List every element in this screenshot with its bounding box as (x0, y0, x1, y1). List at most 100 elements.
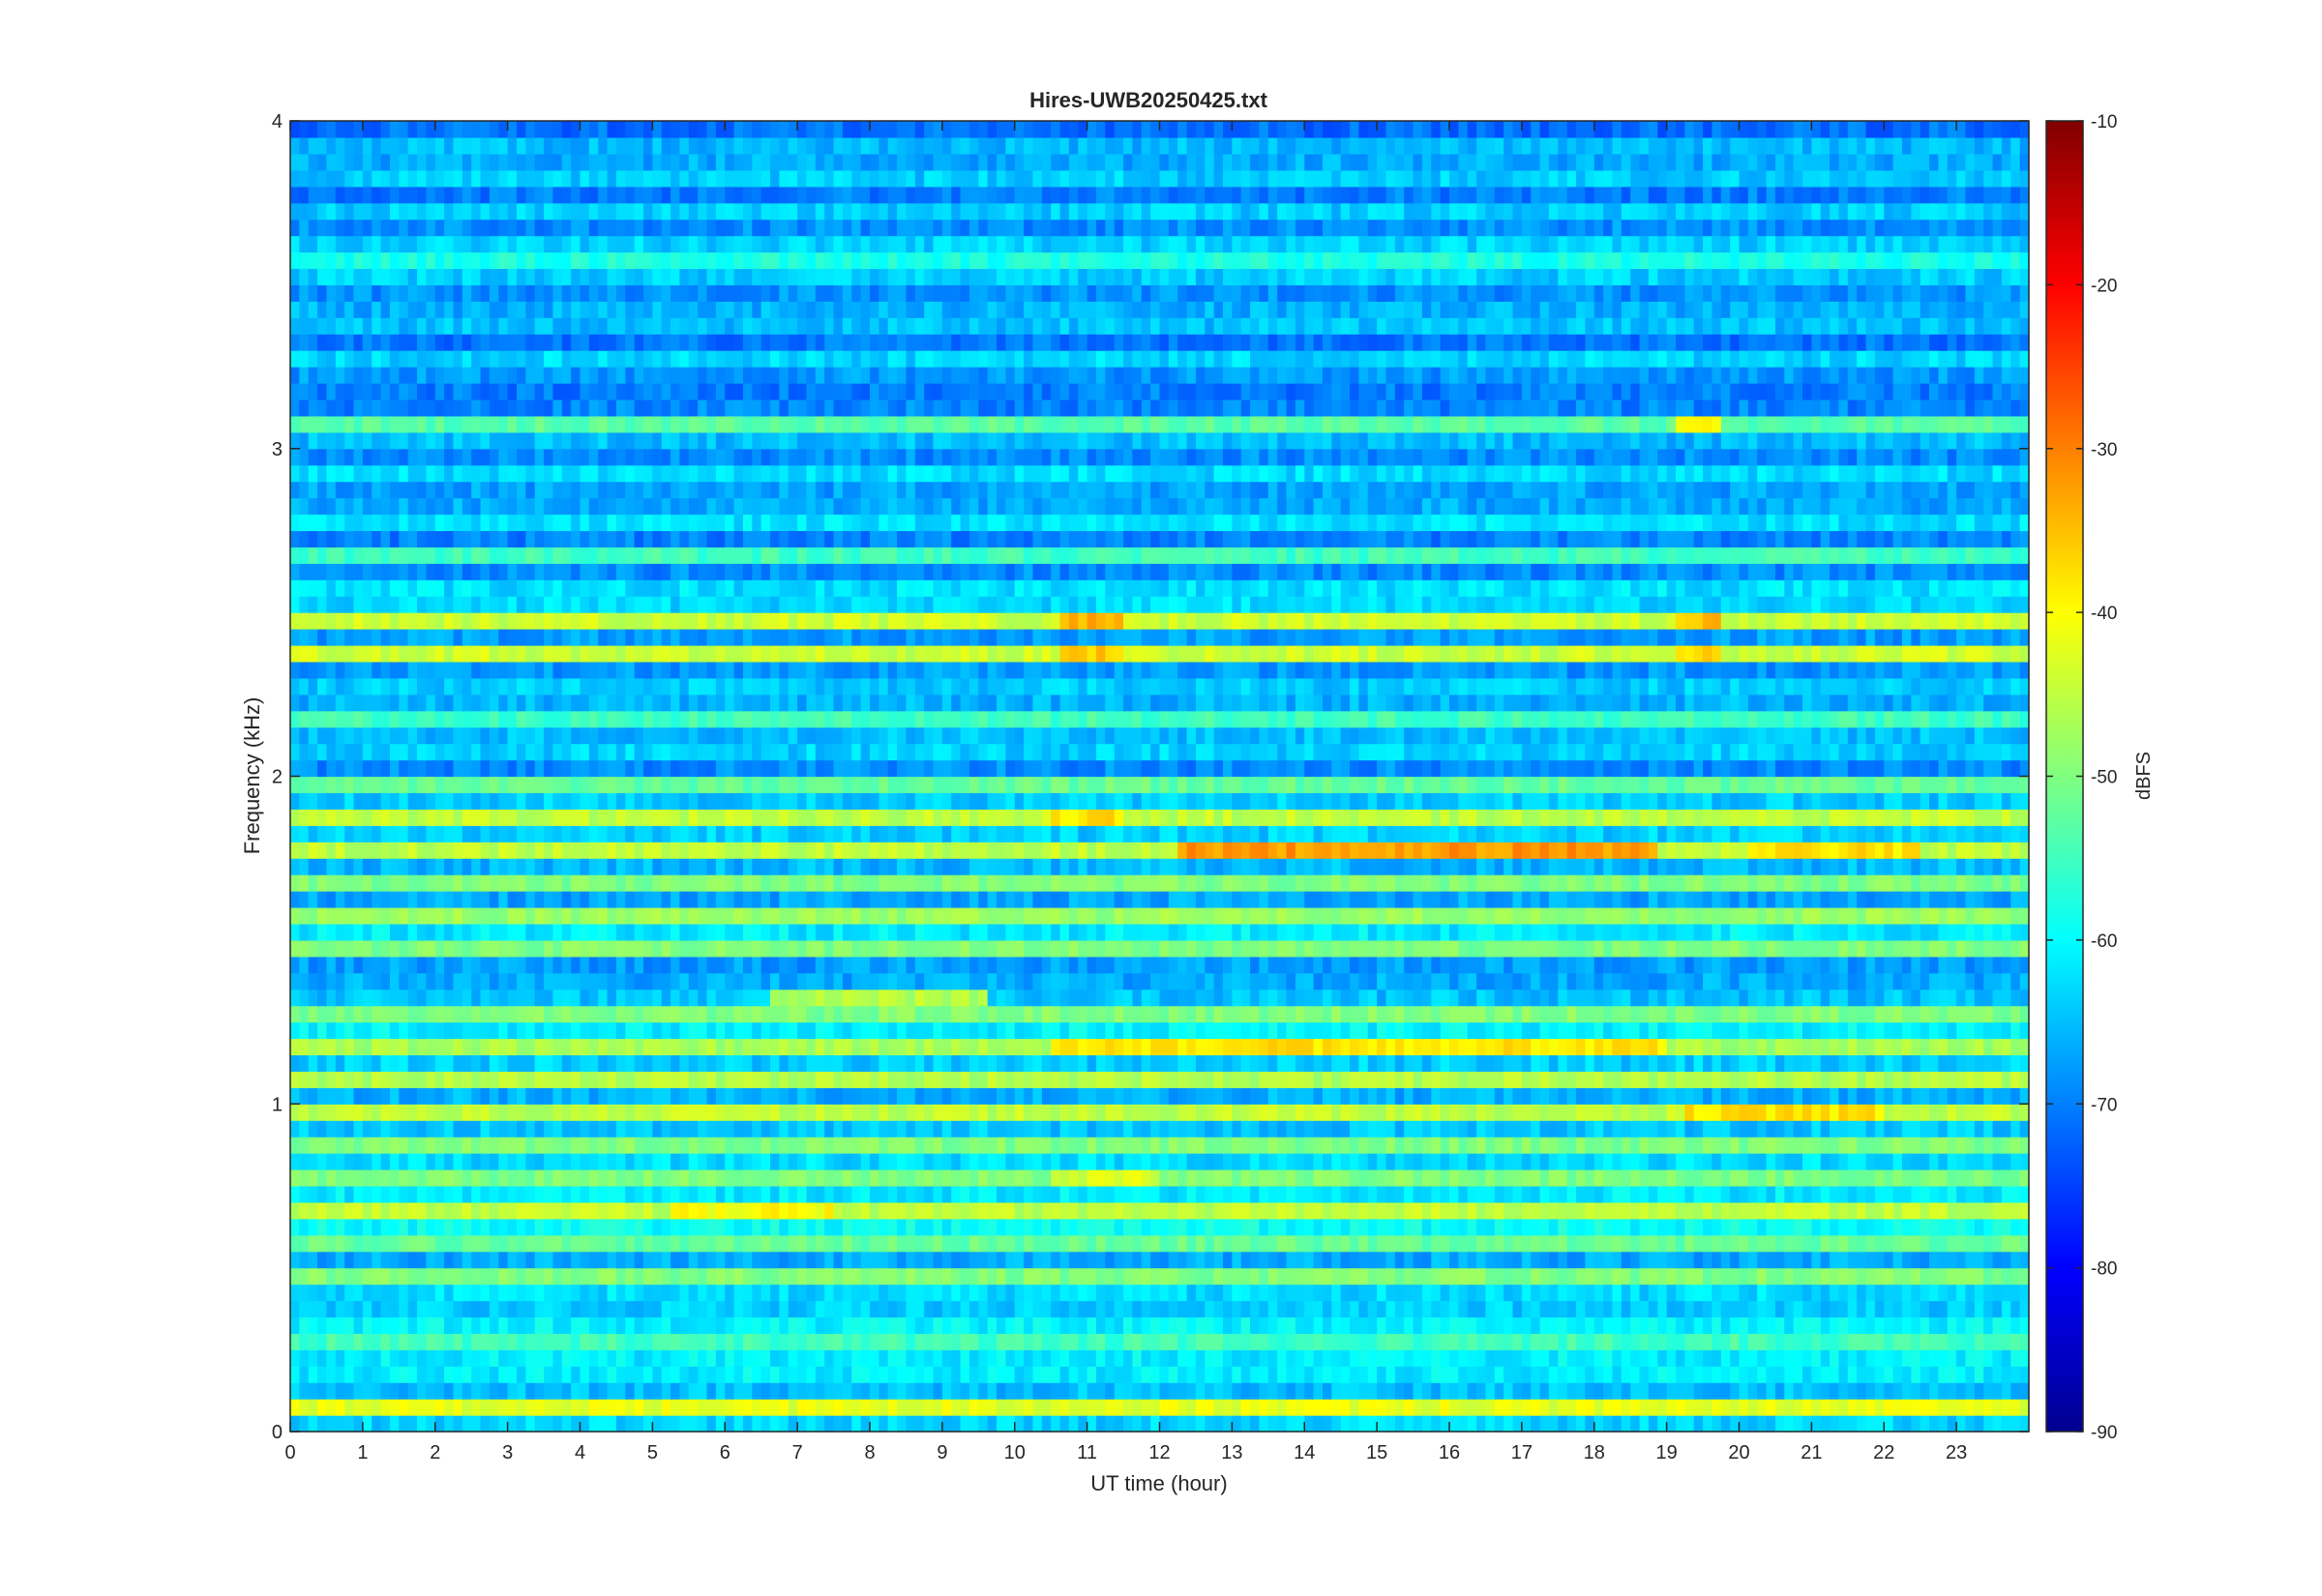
spectrogram-cell (842, 1218, 852, 1236)
spectrogram-cell (1992, 1333, 2003, 1350)
spectrogram-cell (1847, 1005, 1858, 1023)
spectrogram-cell (453, 1153, 463, 1170)
spectrogram-cell (1503, 1054, 1514, 1072)
spectrogram-cell (1965, 1300, 1976, 1318)
spectrogram-cell (362, 1153, 372, 1170)
spectrogram-cell (1105, 1005, 1116, 1023)
spectrogram-cell (1377, 1366, 1387, 1383)
spectrogram-cell (489, 1120, 499, 1138)
spectrogram-cell (1123, 1104, 1134, 1121)
spectrogram-cell (1141, 1038, 1151, 1056)
spectrogram-cell (1277, 1218, 1288, 1236)
spectrogram-cell (1730, 1185, 1741, 1203)
spectrogram-cell (1024, 1201, 1034, 1220)
spectrogram-cell (516, 1201, 526, 1220)
spectrogram-cell (1159, 1300, 1170, 1318)
spectrogram-cell (552, 1382, 563, 1400)
spectrogram-cell (1141, 1349, 1151, 1367)
spectrogram-cell (833, 1137, 844, 1154)
spectrogram-cell (1440, 1005, 1450, 1023)
spectrogram-cell (1041, 1415, 1052, 1433)
spectrogram-cell (380, 1153, 391, 1170)
spectrogram-cell (1566, 1316, 1577, 1334)
spectrogram-cell (733, 1415, 744, 1433)
spectrogram-cell (461, 1218, 472, 1236)
spectrogram-cell (344, 1137, 355, 1154)
spectrogram-cell (851, 1071, 862, 1088)
spectrogram-cell (643, 1185, 653, 1203)
spectrogram-cell (399, 1137, 409, 1154)
spectrogram-cell (552, 1087, 563, 1105)
spectrogram-cell (1087, 1169, 1097, 1187)
spectrogram-cell (353, 1038, 364, 1056)
spectrogram-cell (806, 1021, 817, 1040)
spectrogram-cell (1404, 1382, 1414, 1400)
spectrogram-cell (1621, 1087, 1631, 1105)
spectrogram-cell (1250, 1120, 1261, 1138)
spectrogram-cell (1159, 1218, 1170, 1236)
spectrogram-cell (1105, 1234, 1116, 1253)
spectrogram-cell (1295, 1137, 1305, 1154)
spectrogram-cell (1703, 1300, 1713, 1318)
spectrogram-cell (615, 1104, 626, 1121)
spectrogram-cell (2019, 1251, 2030, 1269)
spectrogram-cell (1449, 1284, 1459, 1302)
spectrogram-cell (1576, 1267, 1586, 1286)
spectrogram-cell (552, 1169, 563, 1187)
spectrogram-cell (725, 1316, 735, 1334)
spectrogram-cell (842, 1153, 852, 1170)
spectrogram-cell (670, 1005, 681, 1023)
spectrogram-cell (407, 1366, 418, 1383)
spectrogram-cell (471, 1218, 482, 1236)
spectrogram-cell (670, 1300, 681, 1318)
spectrogram-cell (906, 1267, 916, 1286)
spectrogram-cell (525, 1300, 536, 1318)
spectrogram-cell (1929, 1251, 1940, 1269)
spectrogram-cell (1830, 1185, 1840, 1203)
spectrogram-cell (625, 1218, 636, 1236)
spectrogram-cell (1431, 1300, 1442, 1318)
spectrogram-cell (1730, 1382, 1741, 1400)
spectrogram-cell (1865, 1284, 1876, 1302)
spectrogram-cell (1974, 1300, 1984, 1318)
spectrogram-cell (372, 1071, 382, 1088)
spectrogram-cell (779, 1333, 789, 1350)
spectrogram-cell (1132, 1349, 1143, 1367)
spectrogram-cell (1929, 1284, 1940, 1302)
spectrogram-cell (1177, 1382, 1188, 1400)
spectrogram-cell (1531, 1366, 1541, 1383)
spectrogram-cell (1350, 1267, 1360, 1286)
spectrogram-cell (1367, 1415, 1378, 1433)
spectrogram-cell (725, 1399, 735, 1416)
spectrogram-cell (1431, 1005, 1442, 1023)
spectrogram-cell (1920, 1234, 1930, 1253)
spectrogram-cell (1576, 1382, 1586, 1400)
spectrogram-cell (1313, 1071, 1324, 1088)
spectrogram-cell (399, 1399, 409, 1416)
spectrogram-cell (1322, 1104, 1332, 1121)
spectrogram-cell (1331, 1251, 1342, 1269)
spectrogram-cell (1123, 1087, 1134, 1105)
spectrogram-cell (2001, 1366, 2011, 1383)
spectrogram-cell (580, 1251, 590, 1269)
spectrogram-cell (1693, 1316, 1704, 1334)
spectrogram-cell (643, 1218, 653, 1236)
spectrogram-cell (968, 1185, 979, 1203)
spectrogram-cell (1250, 1104, 1261, 1121)
spectrogram-cell (779, 1087, 789, 1105)
spectrogram-cell (870, 1054, 879, 1072)
spectrogram-cell (1114, 1251, 1124, 1269)
spectrogram-cell (1168, 1251, 1178, 1269)
spectrogram-cell (1585, 1054, 1595, 1072)
spectrogram-cell (417, 1300, 427, 1318)
spectrogram-cell (1992, 1153, 2003, 1170)
spectrogram-cell (706, 1284, 717, 1302)
spectrogram-cell (1657, 1300, 1668, 1318)
spectrogram-cell (1277, 1005, 1288, 1023)
spectrogram-cell (897, 1251, 908, 1269)
spectrogram-cell (525, 1201, 536, 1220)
spectrogram-cell (1974, 1234, 1984, 1253)
spectrogram-cell (978, 1218, 989, 1236)
spectrogram-cell (1531, 1316, 1541, 1334)
spectrogram-cell (1947, 1251, 1957, 1269)
